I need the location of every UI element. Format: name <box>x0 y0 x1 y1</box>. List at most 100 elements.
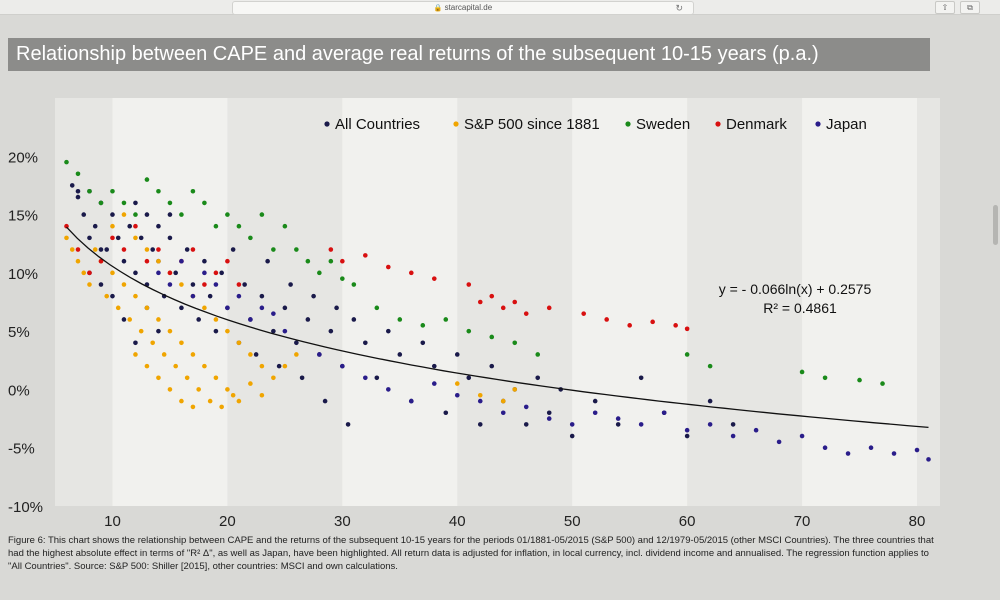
point-all-countries <box>98 247 104 252</box>
tabs-icon[interactable]: ⧉ <box>960 1 980 14</box>
x-tick-label: 20 <box>219 513 236 530</box>
point-all-countries <box>196 317 201 322</box>
point-sweden <box>317 270 322 276</box>
legend-marker-all-countries <box>324 121 330 127</box>
point-denmark <box>156 247 161 252</box>
point-all-countries <box>184 247 190 252</box>
point-s-p-500-since-1881 <box>127 317 133 322</box>
point-all-countries <box>230 247 236 252</box>
point-sweden <box>248 235 253 241</box>
reload-icon[interactable]: ↻ <box>675 3 683 13</box>
y-tick-label: 20% <box>8 149 38 166</box>
point-s-p-500-since-1881 <box>87 282 92 287</box>
point-sweden <box>167 200 173 206</box>
point-denmark <box>489 293 495 299</box>
point-s-p-500-since-1881 <box>454 381 460 386</box>
point-all-countries <box>431 363 437 369</box>
point-sweden <box>707 363 713 369</box>
address-bar[interactable]: 🔒 starcapital.de ↻ <box>232 1 694 15</box>
point-all-countries <box>92 223 98 229</box>
point-s-p-500-since-1881 <box>133 235 138 241</box>
point-sweden <box>535 352 541 357</box>
point-s-p-500-since-1881 <box>179 340 184 346</box>
point-japan <box>213 282 219 287</box>
point-all-countries <box>69 183 75 188</box>
point-japan <box>179 258 184 264</box>
point-denmark <box>87 270 92 276</box>
point-japan <box>454 392 460 398</box>
point-all-countries <box>351 317 357 322</box>
point-all-countries <box>386 328 391 334</box>
point-s-p-500-since-1881 <box>202 363 207 369</box>
point-s-p-500-since-1881 <box>81 270 87 276</box>
plot-band <box>802 98 918 506</box>
point-sweden <box>684 352 690 357</box>
point-s-p-500-since-1881 <box>138 328 144 334</box>
point-all-countries <box>202 258 207 264</box>
point-all-countries <box>133 340 138 346</box>
point-denmark <box>363 253 368 258</box>
point-denmark <box>431 276 437 281</box>
point-all-countries <box>730 422 736 427</box>
point-sweden <box>98 200 104 206</box>
point-s-p-500-since-1881 <box>236 398 242 404</box>
point-all-countries <box>156 223 161 229</box>
point-s-p-500-since-1881 <box>75 258 81 264</box>
point-s-p-500-since-1881 <box>121 282 127 287</box>
figure-caption: Figure 6: This chart shows the relations… <box>8 535 934 572</box>
point-s-p-500-since-1881 <box>230 392 236 398</box>
point-denmark <box>110 235 115 241</box>
point-s-p-500-since-1881 <box>144 247 150 252</box>
point-sweden <box>351 282 357 287</box>
point-all-countries <box>615 422 621 427</box>
point-all-countries <box>167 212 173 217</box>
point-all-countries <box>150 247 155 252</box>
point-japan <box>167 282 173 287</box>
point-denmark <box>75 247 81 252</box>
point-s-p-500-since-1881 <box>167 328 173 334</box>
point-japan <box>926 457 931 462</box>
point-all-countries <box>167 235 173 241</box>
point-s-p-500-since-1881 <box>207 398 213 404</box>
y-tick-label: -5% <box>8 441 35 458</box>
point-japan <box>271 311 276 316</box>
share-icon[interactable]: ⇧ <box>935 1 955 14</box>
point-denmark <box>466 282 472 287</box>
point-all-countries <box>305 317 311 322</box>
point-sweden <box>397 317 403 322</box>
point-japan <box>569 422 575 427</box>
point-all-countries <box>173 270 178 276</box>
point-all-countries <box>190 282 196 287</box>
point-all-countries <box>265 258 270 264</box>
point-sweden <box>857 377 862 383</box>
legend-marker-denmark <box>715 121 721 127</box>
point-all-countries <box>253 352 259 357</box>
plot-band <box>572 98 688 506</box>
point-all-countries <box>110 212 115 217</box>
point-japan <box>799 433 805 439</box>
point-all-countries <box>420 340 426 346</box>
point-s-p-500-since-1881 <box>500 398 506 404</box>
point-sweden <box>512 340 518 346</box>
point-s-p-500-since-1881 <box>219 404 224 410</box>
point-s-p-500-since-1881 <box>179 398 184 404</box>
point-s-p-500-since-1881 <box>248 381 253 386</box>
point-all-countries <box>138 235 144 241</box>
point-japan <box>363 375 368 381</box>
point-sweden <box>236 223 242 229</box>
point-s-p-500-since-1881 <box>259 392 265 398</box>
point-s-p-500-since-1881 <box>64 235 69 241</box>
scrollbar-thumb[interactable] <box>993 205 998 245</box>
point-japan <box>248 317 253 322</box>
y-tick-label: 10% <box>8 266 38 283</box>
point-all-countries <box>242 282 247 287</box>
point-japan <box>340 363 345 369</box>
point-sweden <box>202 200 207 206</box>
point-japan <box>225 305 230 311</box>
plot-band <box>342 98 458 506</box>
point-sweden <box>282 223 288 229</box>
point-s-p-500-since-1881 <box>294 352 299 357</box>
point-denmark <box>133 223 138 229</box>
point-sweden <box>420 323 426 328</box>
point-sweden <box>294 247 299 252</box>
